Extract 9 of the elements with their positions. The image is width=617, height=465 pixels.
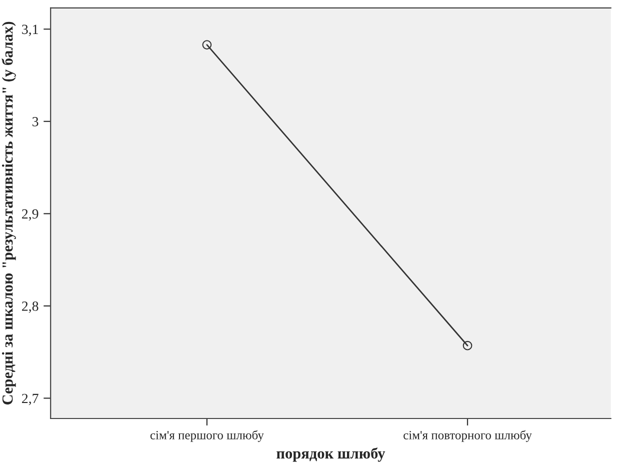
y-tick-label: 3,1 [22, 24, 38, 36]
y-axis-title: Середні за шкалою "результативність життя" (у балах) [2, 22, 16, 404]
y-tick-label: 2,9 [22, 209, 38, 221]
x-tick-label: сім'я першого шлюбу [150, 430, 264, 442]
x-tick-label: сім'я повторного шлюбу [404, 430, 532, 442]
y-tick-label: 2,8 [22, 302, 38, 313]
y-tick-label: 2,7 [22, 394, 38, 406]
y-tick-label: 3 [32, 117, 38, 126]
x-axis-title: порядок шлюбу [276, 448, 386, 462]
